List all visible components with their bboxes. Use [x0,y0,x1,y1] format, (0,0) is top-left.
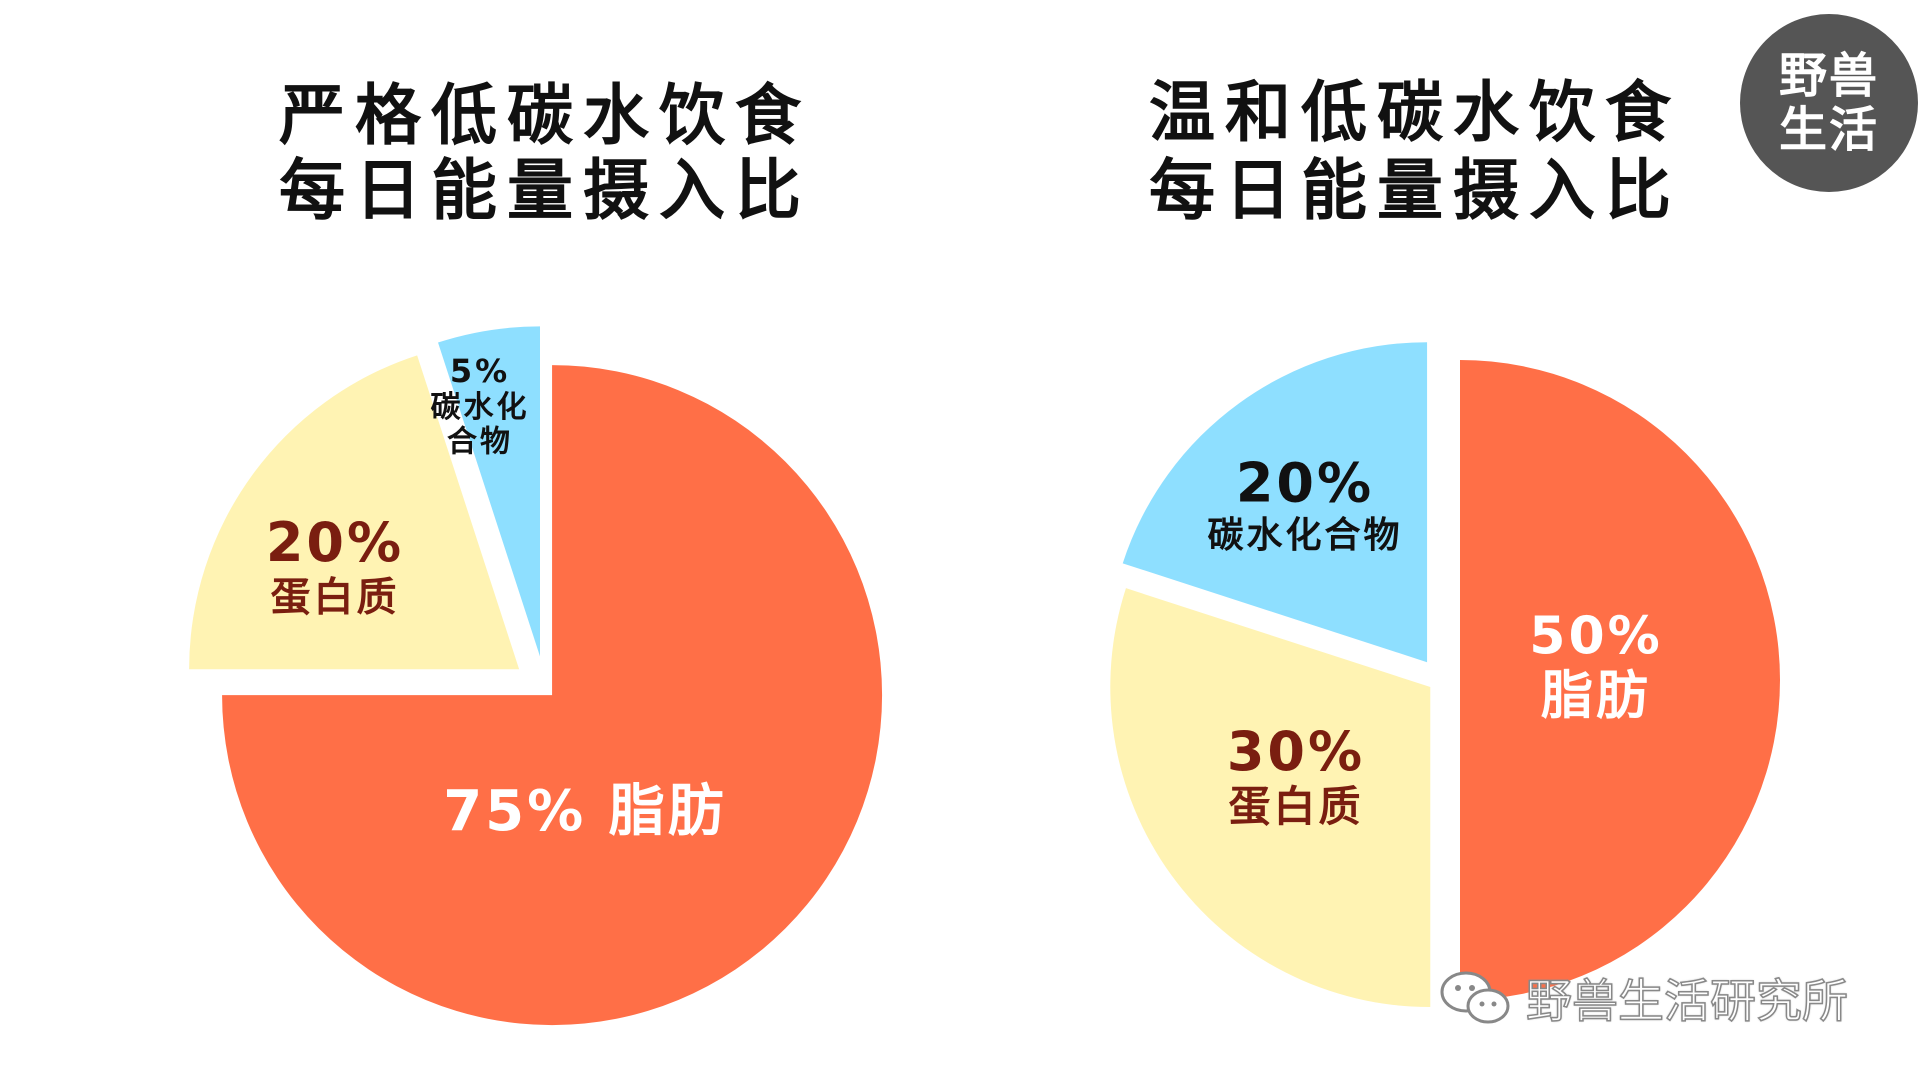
brand-logo: 野兽 生活 [1740,14,1918,192]
slice-label-3-line-2: 碳水化 [431,390,530,425]
slice-label-3-line-2: 碳水化合物 [1207,515,1402,556]
pie-slice-3 [1122,342,1428,663]
slice-label-1-line-1: 75% 脂肪 [443,779,727,844]
chart-title-line-2: 每日能量摄入比 [1149,152,1681,229]
slice-label-2-line-1: 30% [1227,720,1365,783]
pie-slice-1 [1460,360,1780,1000]
slice-label-1-line-2: 脂肪 [1541,666,1651,726]
slice-label-2-line-2: 蛋白质 [271,574,400,620]
chart-title-line-1: 温和低碳水饮食 [1149,74,1681,151]
wechat-icon [1440,971,1510,1024]
pie-slice-1 [222,365,883,1026]
pie-slice-2 [189,355,520,670]
watermark: 野兽生活研究所 [1438,968,1849,1029]
slice-label-3-line-1: 5% [450,352,510,390]
logo-line-2: 生活 [1778,102,1879,158]
chart-title-line-2: 每日能量摄入比 [279,152,811,229]
logo-line-1: 野兽 [1778,48,1879,104]
slice-label-3-line-3: 合物 [447,424,513,459]
chart-title-line-1: 严格低碳水饮食 [279,77,811,154]
slice-label-2-line-2: 蛋白质 [1228,782,1363,831]
slice-label-1-line-1: 50% [1529,607,1662,667]
slice-label-2-line-1: 20% [266,511,404,574]
watermark-text: 野兽生活研究所 [1525,973,1849,1029]
slice-label-3-line-1: 20% [1236,451,1374,514]
pie-slice-2 [1110,588,1431,1008]
pie-slice-3 [438,326,540,657]
